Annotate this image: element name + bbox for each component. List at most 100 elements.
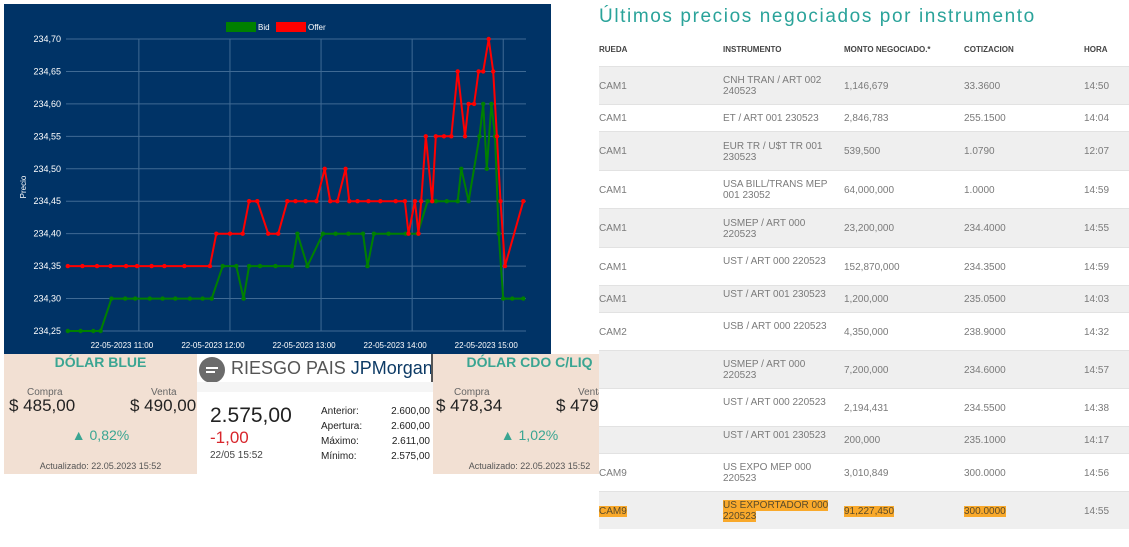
data-point-bid — [147, 296, 152, 301]
cell-monto-text: 64,000,000 — [844, 185, 895, 196]
table-row[interactable]: CAM1 UST / ART 001 230523 1,200,000 235.050… — [599, 285, 1129, 312]
data-point-bid — [98, 328, 103, 334]
table-row[interactable]: UST / ART 000 220523 2,194,431 234.5500 14:… — [599, 388, 1129, 426]
data-point-bid — [455, 199, 460, 204]
data-point-bid — [65, 328, 70, 334]
column-header-cotizacion[interactable]: COTIZACION — [964, 45, 1014, 54]
data-point-offer — [355, 199, 360, 204]
x-tick-label: 22-05-2023 14:00 — [364, 341, 428, 350]
cell-hora-text: 14:59 — [1084, 262, 1110, 273]
cell-monto-text: 23,200,000 — [844, 223, 895, 234]
data-point-bid — [459, 166, 464, 171]
table-row[interactable]: CAM1 EUR TR / U$T TR 001 230523 539,500 1.0… — [599, 131, 1129, 170]
data-point-offer — [498, 199, 503, 204]
cell-instrumento-text: US EXPORTADOR 000 220523 — [723, 500, 829, 522]
data-point-offer — [455, 69, 460, 74]
dolar-blue-sell-value: $ 490,00 — [130, 396, 197, 415]
y-tick-label: 234,35 — [33, 261, 61, 271]
data-point-offer — [416, 231, 421, 236]
data-point-bid — [333, 231, 338, 236]
cell-monto: 1,146,679 — [844, 81, 954, 92]
y-tick-label: 234,70 — [33, 34, 61, 44]
data-point-offer — [419, 199, 424, 204]
cell-rueda-text: CAM9 — [599, 506, 627, 517]
data-point-bid — [496, 231, 501, 236]
cell-cotizacion-text: 234.3500 — [964, 262, 1006, 273]
cell-instrumento: UST / ART 001 230523 — [723, 430, 835, 441]
data-point-bid — [510, 296, 515, 301]
data-point-offer — [433, 134, 438, 139]
table-row[interactable]: CAM1 USA BILL/TRANS MEP 001 23052 64,000,0… — [599, 170, 1129, 208]
y-tick-label: 234,60 — [33, 99, 61, 109]
column-header-hora[interactable]: HORA — [1084, 45, 1108, 54]
cell-rueda: CAM1 — [599, 113, 709, 124]
prices-table: RUEDA INSTRUMENTO MONTO NEGOCIADO.* COTI… — [599, 36, 1129, 529]
dolar-ccl-title: DÓLAR CDO C/LIQ — [466, 354, 593, 370]
cell-cotizacion-text: 1.0790 — [964, 146, 995, 157]
data-point-bid — [220, 263, 225, 269]
cell-monto: 152,870,000 — [844, 262, 954, 273]
cell-instrumento-text: USA BILL/TRANS MEP 001 23052 — [723, 179, 828, 201]
cell-rueda: CAM2 — [599, 327, 709, 338]
column-header-monto[interactable]: MONTO NEGOCIADO.* — [844, 45, 931, 54]
prices-table-title: Últimos precios negociados por instrumen… — [599, 6, 1036, 27]
price-chart: 234,25 234,30 234,35 234,40 234,45 234,50 234,… — [4, 4, 551, 354]
table-row[interactable]: CAM9 US EXPORTADOR 000 220523 91,227,450 30… — [599, 491, 1129, 529]
cell-rueda: CAM1 — [599, 294, 709, 305]
data-point-offer — [328, 199, 333, 204]
cell-rueda: CAM1 — [599, 223, 709, 234]
table-row[interactable]: CAM9 US EXPO MEP 000 220523 3,010,849 300.0… — [599, 453, 1129, 491]
table-row[interactable]: CAM1 ET / ART 001 230523 2,846,783 255.1500… — [599, 104, 1129, 131]
table-row[interactable]: UST / ART 001 230523 200,000 235.1000 14:17 — [599, 426, 1129, 453]
data-point-bid — [477, 134, 482, 139]
cell-monto-text: 1,146,679 — [844, 81, 889, 92]
legend-label-bid: Bid — [258, 23, 270, 32]
cell-instrumento-text: EUR TR / U$T TR 001 230523 — [723, 141, 823, 163]
data-point-bid — [160, 296, 165, 301]
cell-monto: 2,846,783 — [844, 113, 954, 124]
y-tick-label: 234,50 — [33, 164, 61, 174]
data-point-offer — [423, 134, 428, 139]
data-point-bid — [241, 296, 246, 301]
data-point-offer — [462, 134, 468, 139]
riesgo-pais-change: -1,00 — [210, 428, 249, 447]
cell-rueda-text: CAM1 — [599, 294, 627, 305]
data-point-offer — [486, 36, 491, 42]
cell-cotizacion-text: 234.4000 — [964, 223, 1006, 234]
column-header-instrumento[interactable]: INSTRUMENTO — [723, 45, 782, 54]
table-row[interactable]: CAM1 USMEP / ART 000 220523 23,200,000 234.… — [599, 208, 1129, 247]
riesgo-stat-label: Anterior: — [321, 406, 359, 417]
dolar-blue-buy-value: $ 485,00 — [9, 396, 76, 415]
data-point-bid — [246, 263, 252, 269]
data-point-offer — [240, 231, 245, 236]
cell-instrumento: UST / ART 000 220523 — [723, 397, 835, 408]
table-row[interactable]: CAM1 CNH TRAN / ART 002 240523 1,146,679 33… — [599, 66, 1129, 104]
data-point-bid — [109, 296, 114, 301]
riesgo-pais-title-text: RIESGO PAIS — [231, 358, 346, 378]
cell-monto-text: 152,870,000 — [844, 262, 900, 273]
data-point-bid — [521, 296, 526, 301]
cell-cotizacion: 234.4000 — [964, 223, 1074, 234]
cell-instrumento: USA BILL/TRANS MEP 001 23052 — [723, 179, 835, 201]
data-point-offer — [134, 263, 140, 269]
cell-instrumento-text: UST / ART 001 230523 — [723, 289, 826, 300]
table-row[interactable]: CAM2 USB / ART 000 220523 4,350,000 238.900… — [599, 312, 1129, 350]
table-row[interactable]: USMEP / ART 000 220523 7,200,000 234.6000 1… — [599, 350, 1129, 388]
data-point-bid — [371, 231, 377, 236]
data-point-offer — [108, 263, 113, 269]
data-point-offer — [335, 199, 340, 204]
cell-hora-text: 14:55 — [1084, 223, 1110, 234]
table-header: RUEDA INSTRUMENTO MONTO NEGOCIADO.* COTI… — [599, 36, 1129, 66]
cell-monto-text: 7,200,000 — [844, 365, 889, 376]
riesgo-pais-header: RIESGO PAIS JPMorgan — [197, 354, 433, 383]
table-row[interactable]: CAM1 UST / ART 000 220523 152,870,000 234.3… — [599, 247, 1129, 285]
cell-monto-text: 4,350,000 — [844, 327, 889, 338]
data-point-offer — [366, 199, 371, 204]
cell-cotizacion: 1.0000 — [964, 185, 1074, 196]
cell-monto-text: 539,500 — [844, 146, 881, 157]
column-header-rueda[interactable]: RUEDA — [599, 45, 628, 54]
cell-rueda-text: CAM2 — [599, 327, 627, 338]
riesgo-stat-value: 2.600,00 — [391, 406, 430, 417]
data-point-bid — [289, 263, 295, 269]
cell-cotizacion-text: 234.5500 — [964, 403, 1006, 414]
